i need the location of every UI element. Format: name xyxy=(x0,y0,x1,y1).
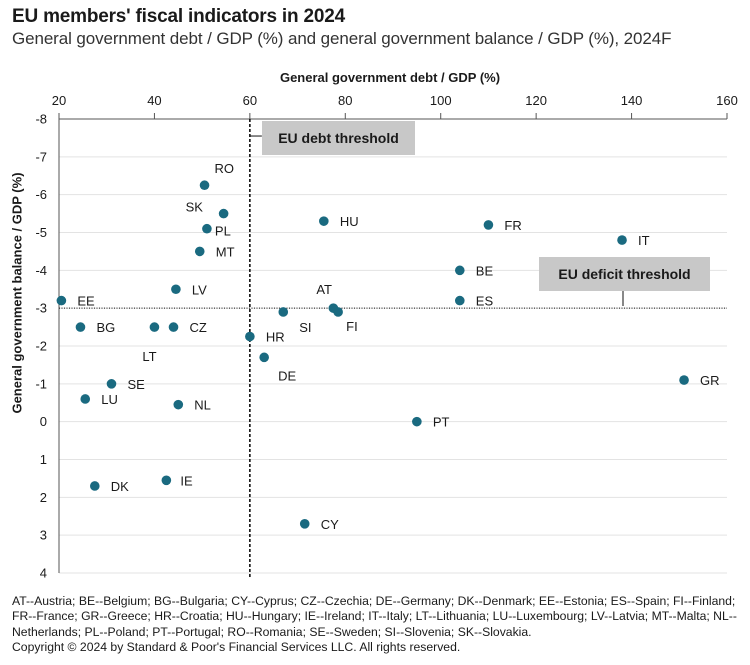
x-tick-label: 40 xyxy=(147,93,161,108)
copyright-notice: Copyright © 2024 by Standard & Poor's Fi… xyxy=(12,639,461,654)
data-point-label-ie: IE xyxy=(180,473,193,488)
data-point-bg xyxy=(75,322,86,332)
y-tick-label: -7 xyxy=(35,149,47,164)
data-point-label-se: SE xyxy=(127,377,145,392)
data-point-label-fi: FI xyxy=(346,319,358,334)
data-point-lu xyxy=(80,394,91,404)
data-point-fr xyxy=(483,220,494,230)
data-point-cz xyxy=(168,322,179,332)
y-tick-label: 1 xyxy=(40,452,47,467)
y-tick-label: -3 xyxy=(35,301,47,316)
data-point-label-lt: LT xyxy=(142,349,156,364)
y-tick-label: -5 xyxy=(35,225,47,240)
y-tick-label: 4 xyxy=(40,566,47,581)
y-tick-label: -6 xyxy=(35,187,47,202)
data-point-pl xyxy=(202,223,212,234)
x-tick-label: 80 xyxy=(338,93,352,108)
x-tick-label: 140 xyxy=(621,93,643,108)
data-point-label-fr: FR xyxy=(504,218,521,233)
data-point-label-be: BE xyxy=(476,263,494,278)
data-point-label-dk: DK xyxy=(111,479,129,494)
data-point-label-it: IT xyxy=(638,233,650,248)
y-tick-label: -4 xyxy=(35,263,47,278)
data-point-es xyxy=(455,295,465,306)
data-point-lv xyxy=(171,284,181,295)
data-point-mt xyxy=(194,246,205,257)
scatter-chart: 20 40 60 80 100 120 140 160 -8 -7 -6 -5 -4 -3 -2 -1 0 1 2 3… xyxy=(35,93,738,581)
data-point-pt xyxy=(412,416,422,427)
data-point-label-hr: HR xyxy=(266,330,285,345)
data-point-nl xyxy=(173,399,184,410)
x-tick-label: 20 xyxy=(52,93,66,108)
data-point-label-si: SI xyxy=(299,320,311,335)
data-point-label-hu: HU xyxy=(340,214,359,229)
deficit-threshold-box xyxy=(539,257,710,291)
data-point-ie xyxy=(161,475,172,486)
data-point-label-pl: PL xyxy=(215,224,231,239)
data-point-label-de: DE xyxy=(278,368,296,383)
data-point-cy xyxy=(299,519,310,529)
data-point-dk xyxy=(89,481,100,491)
data-point-fi xyxy=(333,307,343,317)
debt-threshold-label: EU debt threshold xyxy=(278,130,399,146)
data-point-ro xyxy=(199,180,210,191)
data-point-label-lu: LU xyxy=(101,392,118,407)
data-point-label-sk: SK xyxy=(186,200,204,215)
data-point-label-cy: CY xyxy=(321,517,339,532)
data-point-gr xyxy=(679,375,689,385)
data-point-it xyxy=(617,235,627,245)
y-tick-label: -8 xyxy=(35,112,47,127)
y-tick-label: 0 xyxy=(40,414,47,429)
data-point-label-ee: EE xyxy=(77,294,95,309)
data-point-se xyxy=(106,379,117,389)
data-point-si xyxy=(278,307,289,317)
x-tick-label: 120 xyxy=(525,93,547,108)
y-tick-label: 2 xyxy=(40,490,47,505)
data-point-label-cz: CZ xyxy=(190,320,207,335)
data-point-hr xyxy=(245,331,255,342)
data-point-label-lv: LV xyxy=(192,282,207,297)
data-point-ee xyxy=(56,295,67,306)
debt-threshold-box xyxy=(262,121,415,155)
chart-footnote: AT--Austria; BE--Belgium; BG--Bulgaria; … xyxy=(12,594,742,655)
data-point-label-mt: MT xyxy=(216,244,235,259)
x-tick-label: 160 xyxy=(716,93,738,108)
y-tick-label: 3 xyxy=(40,528,47,543)
country-abbreviations: AT--Austria; BE--Belgium; BG--Bulgaria; … xyxy=(12,594,737,639)
data-point-hu xyxy=(319,216,329,226)
data-point-label-pt: PT xyxy=(433,415,450,430)
data-point-label-es: ES xyxy=(476,294,494,309)
chart-subtitle: General government debt / GDP (%) and ge… xyxy=(12,29,672,48)
x-tick-label: 60 xyxy=(243,93,257,108)
data-point-de xyxy=(259,352,269,363)
data-point-be xyxy=(455,265,465,276)
data-point-label-gr: GR xyxy=(700,373,720,388)
x-axis-title: General government debt / GDP (%) xyxy=(279,70,501,85)
data-point-label-at: AT xyxy=(316,282,332,297)
y-tick-label: -2 xyxy=(35,339,47,354)
data-point-label-nl: NL xyxy=(194,398,211,413)
deficit-threshold-label: EU deficit threshold xyxy=(558,266,690,282)
data-point-label-ro: RO xyxy=(215,161,235,176)
data-point-label-bg: BG xyxy=(96,320,115,335)
x-tick-label: 100 xyxy=(430,93,452,108)
data-point-sk xyxy=(218,208,229,219)
data-point-lt xyxy=(149,322,160,332)
y-tick-label: -1 xyxy=(35,376,47,391)
chart-title: EU members' fiscal indicators in 2024 xyxy=(12,6,345,27)
